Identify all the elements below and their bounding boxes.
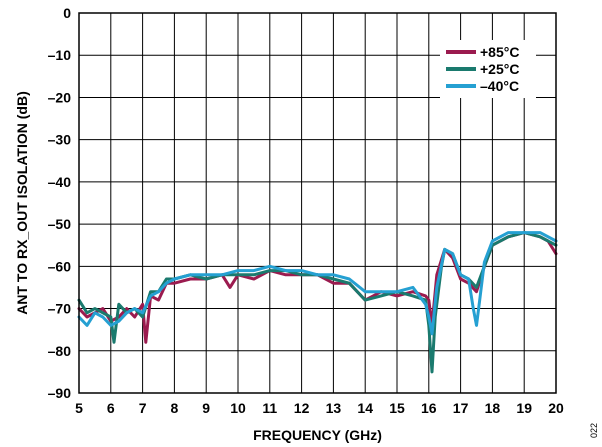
x-tick-label: 9 bbox=[202, 400, 210, 416]
legend-label: –40°C bbox=[480, 78, 519, 94]
y-tick-label: –90 bbox=[48, 385, 72, 401]
x-tick-label: 14 bbox=[357, 400, 373, 416]
y-tick-label: 0 bbox=[63, 5, 71, 21]
x-tick-label: 19 bbox=[516, 400, 532, 416]
legend: +85°C+25°C–40°C bbox=[440, 40, 536, 98]
y-tick-label: –10 bbox=[48, 47, 72, 63]
x-tick-label: 15 bbox=[389, 400, 405, 416]
x-tick-label: 11 bbox=[262, 400, 277, 416]
y-tick-labels: 0 –10 –20 –30 –40 –50 –60 –70 –80 –90 bbox=[48, 5, 72, 401]
y-tick-label: –70 bbox=[48, 301, 72, 317]
x-tick-label: 16 bbox=[421, 400, 437, 416]
x-tick-label: 8 bbox=[171, 400, 179, 416]
y-axis-label: ANT TO RX_OUT ISOLATION (dB) bbox=[14, 91, 30, 314]
x-tick-label: 18 bbox=[485, 400, 501, 416]
x-tick-label: 20 bbox=[548, 400, 564, 416]
plot-frame bbox=[78, 12, 557, 394]
y-tick-label: –20 bbox=[48, 89, 72, 105]
x-tick-label: 10 bbox=[230, 400, 246, 416]
x-tick-label: 17 bbox=[453, 400, 469, 416]
x-tick-label: 6 bbox=[107, 400, 115, 416]
x-tick-label: 5 bbox=[75, 400, 83, 416]
x-tick-label: 12 bbox=[294, 400, 310, 416]
x-tick-label: 13 bbox=[326, 400, 342, 416]
series-line-2 bbox=[77, 231, 558, 336]
series-layer bbox=[77, 231, 558, 374]
x-axis-label: FREQUENCY (GHz) bbox=[253, 427, 382, 443]
x-tick-label: 7 bbox=[139, 400, 147, 416]
x-tick-labels: 5 6 7 8 9 10 11 12 13 14 15 16 17 18 19 20 bbox=[75, 400, 564, 416]
grid bbox=[78, 12, 557, 394]
y-tick-label: –60 bbox=[48, 258, 72, 274]
y-tick-label: –40 bbox=[48, 174, 72, 190]
series-line-0 bbox=[77, 231, 558, 344]
y-tick-label: –30 bbox=[48, 132, 72, 148]
y-tick-label: –50 bbox=[48, 216, 72, 232]
figure-id: 022 bbox=[589, 423, 599, 438]
legend-label: +25°C bbox=[480, 61, 519, 77]
y-tick-label: –80 bbox=[48, 343, 72, 359]
legend-label: +85°C bbox=[480, 44, 519, 60]
